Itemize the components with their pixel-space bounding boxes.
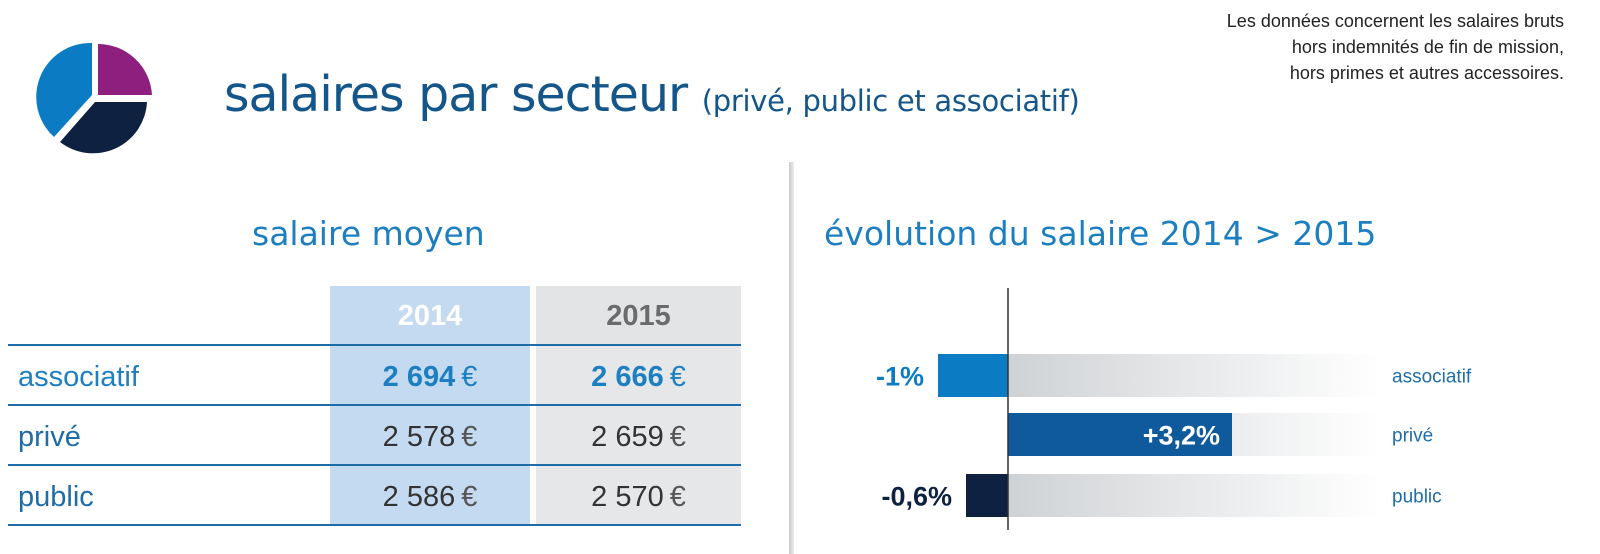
column-header-2014: 2014 [330,286,530,344]
cell-prive-2015: 2 659 € [536,406,741,466]
cell-value: 2 666 [591,361,664,393]
cell-value: 2 586 [382,481,456,513]
bar-track [1008,474,1380,517]
column-bg-2015 [536,344,741,526]
cell-associatif-2015: 2 666 € [536,346,741,406]
cell-value: 2 659 [591,421,664,453]
bar-associatif [938,354,1008,397]
bar-prive [1008,413,1232,456]
data-note-line: hors primes et autres accessoires. [1289,63,1564,83]
data-note-line: Les données concernent les salaires brut… [1226,11,1564,31]
value-label-associatif: -1% [876,362,924,392]
pie-icon-slice-navy [60,102,147,154]
category-label-prive: privé [1392,426,1433,447]
cell-public-2015: 2 570 € [536,466,741,526]
currency-symbol: € [461,361,478,393]
cell-value: 2 694 [382,361,456,393]
page-title-main: salaires par secteur [224,66,688,123]
cell-value: 2 578 [382,421,456,453]
salary-table-title: salaire moyen [252,214,485,253]
data-note-line: hors indemnités de fin de mission, [1291,37,1564,57]
value-label-prive: +3,2% [1143,421,1220,451]
bar-track [1008,354,1380,397]
cell-public-2014: 2 586 € [330,466,530,526]
category-label-associatif: associatif [1392,367,1472,388]
pie-chart-icon [36,42,152,154]
currency-symbol: € [461,481,478,513]
page-title: salaires par secteur (privé, public et a… [224,66,1080,123]
value-label-public: -0,6% [881,482,952,512]
currency-symbol: € [669,481,686,513]
table-rule [8,404,741,406]
currency-symbol: € [461,421,478,453]
row-label-prive: privé [18,421,81,453]
cell-prive-2014: 2 578 € [330,406,530,466]
page-subtitle: (privé, public et associatif) [701,84,1080,118]
row-label-public: public [18,481,94,513]
table-rule [8,344,741,346]
evolution-chart-title: évolution du salaire 2014 > 2015 [824,214,1377,253]
section-divider [789,162,794,554]
data-note: Les données concernent les salaires brut… [1227,8,1564,86]
currency-symbol: € [669,361,686,393]
cell-associatif-2014: 2 694 € [330,346,530,406]
table-rule [8,524,741,526]
table-rule [8,464,741,466]
pie-icon-slice-purple [98,43,152,95]
bar-public [966,474,1008,517]
pie-icon-slice-blue [36,42,92,138]
category-label-public: public [1392,487,1442,508]
cell-value: 2 570 [591,481,664,513]
currency-symbol: € [669,421,686,453]
row-label-associatif: associatif [18,361,139,393]
column-bg-2014 [330,344,530,526]
column-header-2015: 2015 [536,286,741,344]
